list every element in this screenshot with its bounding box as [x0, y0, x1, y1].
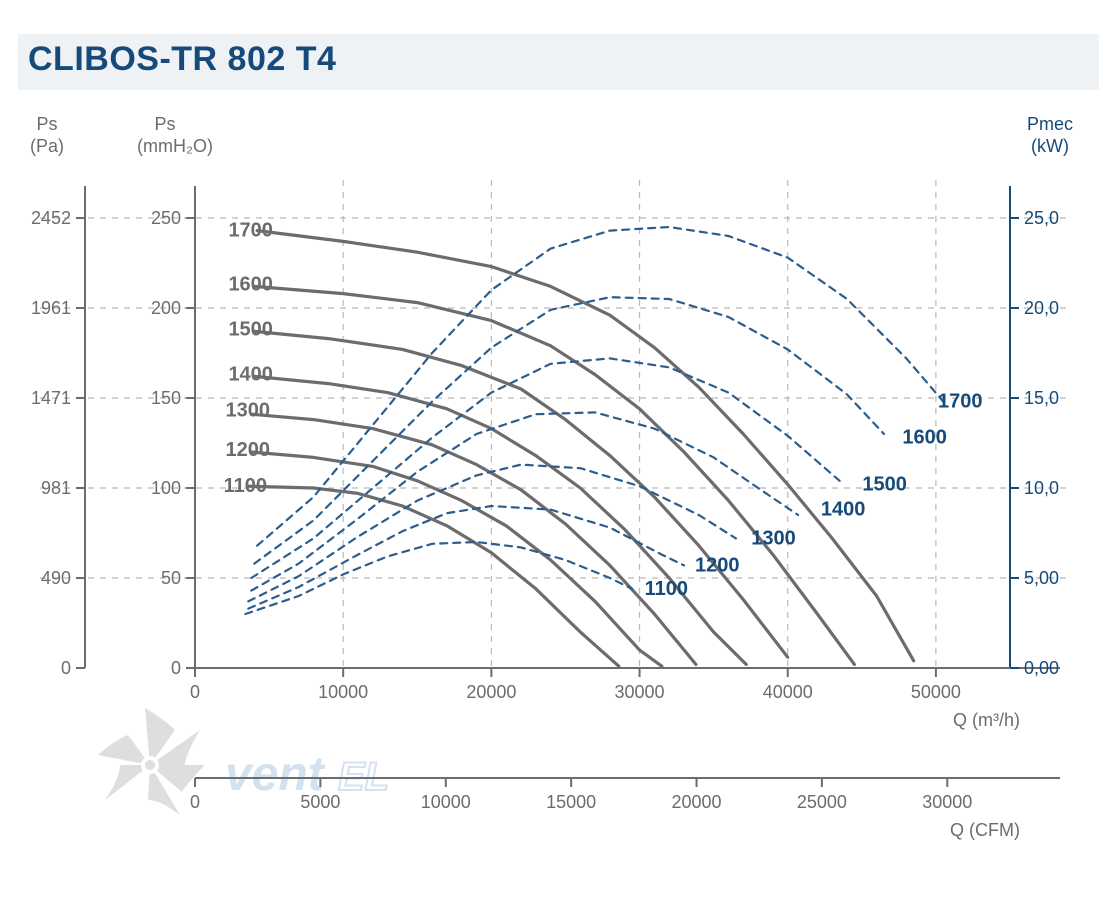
svg-text:1100: 1100 — [645, 578, 688, 600]
fan-curve-chart: 0 490 981 1471 1961 2452 0 50 100 150 200 250 0,00 5,… — [0, 0, 1117, 919]
svg-text:Q (CFM): Q (CFM) — [950, 820, 1020, 840]
svg-text:5,00: 5,00 — [1024, 568, 1059, 588]
svg-text:0: 0 — [61, 658, 71, 678]
svg-text:15000: 15000 — [546, 792, 596, 812]
svg-text:1100: 1100 — [224, 475, 267, 497]
svg-text:20000: 20000 — [672, 792, 722, 812]
svg-text:490: 490 — [41, 568, 71, 588]
svg-text:1200: 1200 — [225, 439, 270, 461]
svg-text:0: 0 — [190, 682, 200, 702]
svg-text:5000: 5000 — [300, 792, 340, 812]
svg-text:1600: 1600 — [902, 427, 947, 449]
svg-text:2452: 2452 — [31, 208, 71, 228]
svg-text:100: 100 — [151, 478, 181, 498]
svg-text:50000: 50000 — [911, 682, 961, 702]
svg-text:200: 200 — [151, 298, 181, 318]
svg-text:10000: 10000 — [318, 682, 368, 702]
svg-text:Q (m³/h): Q (m³/h) — [953, 710, 1020, 730]
svg-text:30000: 30000 — [922, 792, 972, 812]
svg-text:150: 150 — [151, 388, 181, 408]
svg-text:50: 50 — [161, 568, 181, 588]
svg-text:(kW): (kW) — [1031, 136, 1069, 156]
svg-text:15,0: 15,0 — [1024, 388, 1059, 408]
svg-text:(Pa): (Pa) — [30, 136, 64, 156]
svg-text:1300: 1300 — [225, 400, 270, 422]
svg-text:25,0: 25,0 — [1024, 208, 1059, 228]
svg-text:(mmH₂O): (mmH₂O) — [137, 136, 213, 156]
svg-text:0: 0 — [171, 658, 181, 678]
svg-text:20,0: 20,0 — [1024, 298, 1059, 318]
svg-text:250: 250 — [151, 208, 181, 228]
svg-text:1200: 1200 — [695, 554, 740, 576]
svg-text:Pmec: Pmec — [1027, 114, 1073, 134]
svg-text:1700: 1700 — [938, 391, 983, 413]
svg-text:Ps: Ps — [154, 114, 175, 134]
svg-text:1500: 1500 — [228, 319, 273, 341]
svg-text:0: 0 — [190, 792, 200, 812]
svg-text:1400: 1400 — [821, 499, 866, 521]
svg-text:40000: 40000 — [763, 682, 813, 702]
svg-text:10000: 10000 — [421, 792, 471, 812]
svg-text:1300: 1300 — [751, 527, 796, 549]
svg-text:1961: 1961 — [31, 298, 71, 318]
svg-text:1600: 1600 — [228, 274, 273, 296]
svg-text:30000: 30000 — [615, 682, 665, 702]
svg-text:Ps: Ps — [36, 114, 57, 134]
chart-svg: 0 490 981 1471 1961 2452 0 50 100 150 200 250 0,00 5,… — [0, 0, 1117, 919]
svg-text:1400: 1400 — [228, 364, 273, 386]
svg-text:1471: 1471 — [31, 388, 71, 408]
svg-text:10,0: 10,0 — [1024, 478, 1059, 498]
svg-text:20000: 20000 — [466, 682, 516, 702]
svg-text:25000: 25000 — [797, 792, 847, 812]
svg-text:0,00: 0,00 — [1024, 658, 1059, 678]
svg-text:1700: 1700 — [228, 220, 273, 242]
svg-text:981: 981 — [41, 478, 71, 498]
svg-text:1500: 1500 — [862, 473, 907, 495]
